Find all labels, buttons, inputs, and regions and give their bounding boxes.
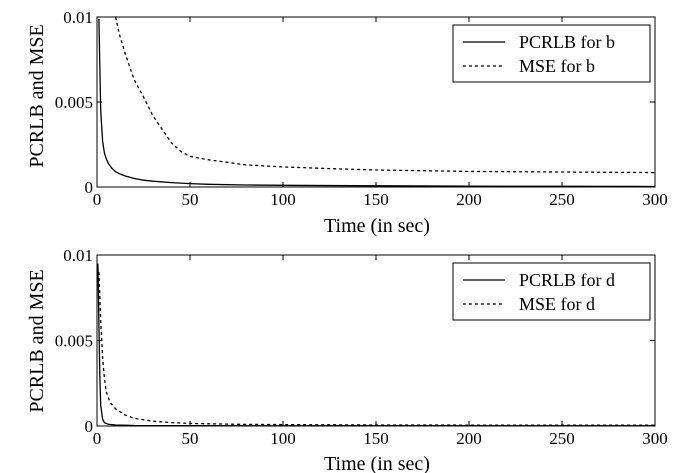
xtick-label-0-6: 300 [642, 190, 668, 209]
series-line-0-0 [98, 18, 655, 187]
xtick-label-0-2: 100 [270, 190, 296, 209]
series-line-0-1 [114, 17, 655, 174]
xtick-label-0-3: 150 [363, 190, 389, 209]
xtick-label-1-3: 150 [363, 429, 389, 448]
legend-label-0-0: PCRLB for b [519, 32, 615, 52]
xtick-label-0-4: 200 [456, 190, 482, 209]
xlabel-bottom: Time (in sec) [324, 453, 430, 473]
xtick-label-0-0: 0 [93, 190, 102, 209]
xtick-label-1-4: 200 [456, 429, 482, 448]
xtick-label-0-5: 250 [549, 190, 575, 209]
legend-label-0-1: MSE for b [519, 56, 595, 76]
xtick-label-1-5: 250 [549, 429, 575, 448]
ytick-label-0-1: 0.005 [55, 93, 93, 112]
legend-box-0 [452, 24, 651, 83]
xtick-label-1-6: 300 [642, 429, 668, 448]
xtick-label-1-1: 50 [182, 429, 199, 448]
chart-top: PCRLB and MSE Time (in sec) 0 50 100 150 200… [26, 8, 668, 237]
legend-label-1-0: PCRLB for d [519, 270, 615, 290]
ytick-label-1-2: 0.01 [63, 246, 93, 265]
ytick-label-1-1: 0.005 [55, 332, 93, 351]
ylabel-top: PCRLB and MSE [26, 24, 48, 167]
legend-1: PCRLB for d MSE for d [452, 262, 651, 321]
chart-bottom: PCRLB and MSE Time (in sec) 0 50 100 150 200… [26, 246, 668, 473]
xtick-label-0-1: 50 [182, 190, 199, 209]
xlabel-top: Time (in sec) [324, 215, 430, 237]
ylabel-bottom: PCRLB and MSE [26, 269, 48, 412]
xtick-label-1-2: 100 [270, 429, 296, 448]
ytick-label-0-2: 0.01 [63, 8, 93, 27]
legend-box-1 [452, 262, 651, 321]
series-line-1-1 [98, 272, 655, 426]
ytick-label-0-0: 0 [85, 178, 94, 197]
legend-label-1-1: MSE for d [519, 294, 595, 314]
legend-0: PCRLB for b MSE for b [452, 24, 651, 83]
ytick-label-1-0: 0 [85, 417, 94, 436]
xtick-label-1-0: 0 [93, 429, 102, 448]
